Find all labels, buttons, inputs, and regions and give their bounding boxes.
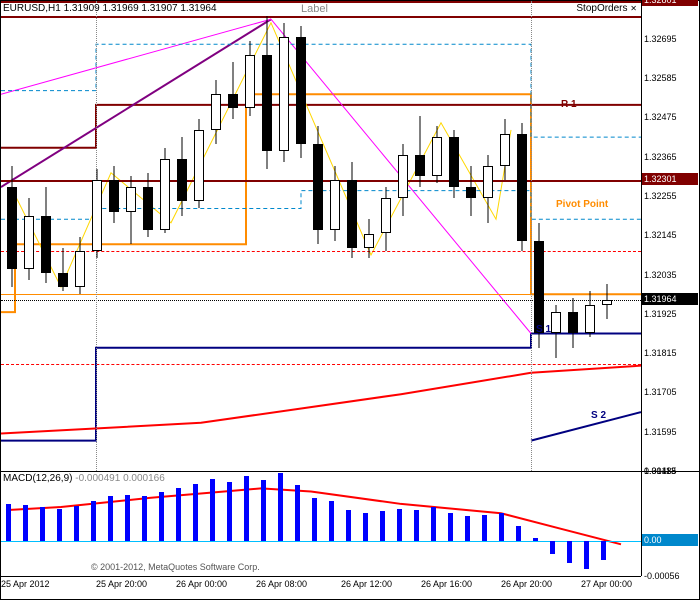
macd-histogram-bar bbox=[329, 501, 334, 541]
ytick-label: 1.31705 bbox=[644, 387, 677, 397]
macd-histogram-bar bbox=[159, 492, 164, 542]
macd-histogram-bar bbox=[125, 495, 130, 542]
copyright-text: © 2001-2012, MetaQuotes Software Corp. bbox=[91, 562, 260, 572]
macd-histogram-bar bbox=[380, 511, 385, 541]
sub-yaxis: 0.001130.00-0.000560.00 bbox=[641, 471, 699, 576]
ytick-label: 1.31925 bbox=[644, 309, 677, 319]
macd-indicator-chart[interactable]: MACD(12,26,9) -0.000491 0.000166 © 2001-… bbox=[1, 471, 641, 576]
macd-histogram-bar bbox=[414, 510, 419, 541]
main-price-chart[interactable]: EURUSD,H1 1.31909 1.31969 1.31907 1.3196… bbox=[1, 1, 641, 471]
macd-histogram-bar bbox=[448, 513, 453, 541]
macd-histogram-bar bbox=[295, 485, 300, 541]
macd-histogram-bar bbox=[363, 513, 368, 541]
macd-name: MACD(12,26,9) bbox=[3, 473, 72, 484]
macd-values: -0.000491 0.000166 bbox=[75, 473, 165, 484]
macd-histogram-bar bbox=[23, 505, 28, 541]
ytick-label: 1.32585 bbox=[644, 73, 677, 83]
vertical-grid bbox=[531, 1, 532, 471]
macd-histogram-bar bbox=[74, 506, 79, 541]
macd-histogram-bar bbox=[244, 476, 249, 541]
ytick-label: 1.31595 bbox=[644, 427, 677, 437]
horizontal-level bbox=[1, 16, 641, 18]
symbol-title: EURUSD,H1 1.31909 1.31969 1.31907 1.3196… bbox=[3, 3, 217, 14]
macd-histogram-bar bbox=[40, 507, 45, 541]
macd-histogram-bar bbox=[499, 513, 504, 541]
horizontal-level bbox=[1, 364, 641, 365]
ytick-label: 1.32475 bbox=[644, 112, 677, 122]
xtick-label: 25 Apr 20:00 bbox=[96, 579, 147, 589]
macd-histogram-bar bbox=[584, 541, 589, 569]
xtick-label: 26 Apr 12:00 bbox=[341, 579, 392, 589]
time-xaxis: 25 Apr 2012 25 Apr 20:00 26 Apr 00:00 26 Ap… bbox=[1, 576, 641, 600]
level-annotation: Pivot Point bbox=[556, 199, 608, 210]
macd-histogram-bar bbox=[516, 526, 521, 542]
level-annotation: R 1 bbox=[561, 99, 577, 110]
macd-histogram-bar bbox=[57, 509, 62, 541]
center-label: Label bbox=[301, 3, 328, 15]
macd-histogram-bar bbox=[312, 498, 317, 541]
macd-histogram-bar bbox=[397, 509, 402, 541]
macd-histogram-bar bbox=[482, 515, 487, 541]
zero-line bbox=[1, 541, 641, 542]
stop-orders-label[interactable]: StopOrders ✕ bbox=[576, 3, 637, 14]
macd-histogram-bar bbox=[176, 488, 181, 541]
macd-histogram-bar bbox=[108, 496, 113, 541]
macd-histogram-bar bbox=[550, 541, 555, 553]
level-annotation: S 1 bbox=[536, 324, 551, 335]
ohlc-text: 1.31909 1.31969 1.31907 1.31964 bbox=[64, 3, 217, 14]
ytick-label: 1.31815 bbox=[644, 348, 677, 358]
symbol-text: EURUSD,H1 bbox=[3, 3, 61, 14]
macd-histogram-bar bbox=[431, 507, 436, 541]
macd-histogram-bar bbox=[227, 482, 232, 541]
macd-histogram-bar bbox=[533, 538, 538, 541]
macd-histogram-bar bbox=[567, 541, 572, 563]
xtick-label: 25 Apr 2012 bbox=[1, 579, 50, 589]
ytick-label: 1.32035 bbox=[644, 270, 677, 280]
xtick-label: 26 Apr 16:00 bbox=[421, 579, 472, 589]
macd-histogram-bar bbox=[346, 510, 351, 541]
xtick-label: 26 Apr 00:00 bbox=[176, 579, 227, 589]
chart-container: EURUSD,H1 1.31909 1.31969 1.31907 1.3196… bbox=[0, 0, 700, 600]
zero-badge: 0.00 bbox=[642, 534, 698, 546]
main-yaxis: 1.314851.315951.317051.318151.319251.320… bbox=[641, 1, 699, 471]
xtick-label: 27 Apr 00:00 bbox=[581, 579, 632, 589]
horizontal-level bbox=[1, 300, 641, 301]
macd-histogram-bar bbox=[465, 516, 470, 541]
macd-histogram-bar bbox=[601, 541, 606, 560]
sub-svg-overlay bbox=[1, 471, 641, 576]
macd-histogram-bar bbox=[210, 479, 215, 541]
stop-orders-text: StopOrders bbox=[576, 3, 627, 14]
ytick-label: 1.32695 bbox=[644, 34, 677, 44]
macd-title: MACD(12,26,9) -0.000491 0.000166 bbox=[3, 473, 165, 484]
price-badge: 1.31964 bbox=[642, 293, 698, 305]
macd-histogram-bar bbox=[278, 473, 283, 541]
macd-histogram-bar bbox=[193, 484, 198, 541]
close-icon[interactable]: ✕ bbox=[630, 4, 637, 13]
xtick-label: 26 Apr 20:00 bbox=[501, 579, 552, 589]
horizontal-level bbox=[1, 294, 641, 295]
ytick-label: 1.32255 bbox=[644, 191, 677, 201]
price-badge: 1.32801 bbox=[642, 0, 698, 6]
xtick-label: 26 Apr 08:00 bbox=[256, 579, 307, 589]
macd-histogram-bar bbox=[91, 501, 96, 541]
macd-histogram-bar bbox=[6, 504, 11, 541]
chart-separator bbox=[1, 471, 699, 472]
price-badge: 1.32301 bbox=[642, 173, 698, 185]
macd-histogram-bar bbox=[142, 496, 147, 541]
ytick-label: 1.32365 bbox=[644, 152, 677, 162]
level-annotation: S 2 bbox=[591, 410, 606, 421]
ytick-label: 1.32145 bbox=[644, 230, 677, 240]
ytick-label: -0.00056 bbox=[644, 571, 680, 581]
macd-histogram-bar bbox=[261, 480, 266, 541]
